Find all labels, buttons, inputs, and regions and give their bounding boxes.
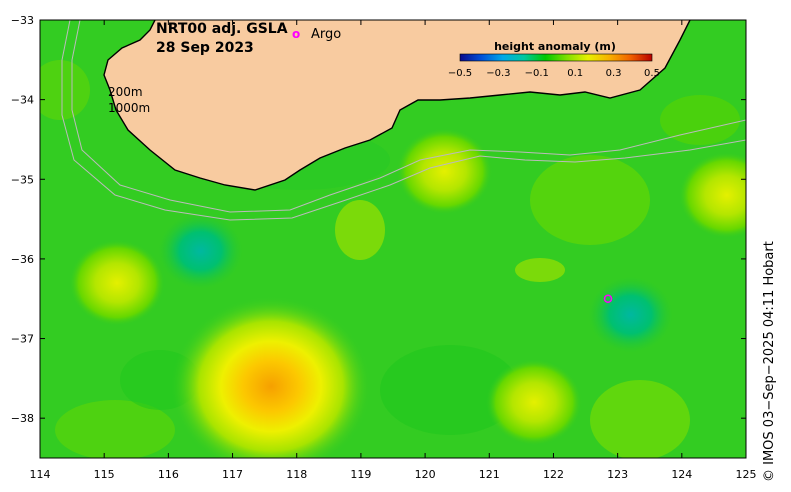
x-tick-label: 114: [30, 468, 51, 481]
isobath-1000m-label: 1000m: [108, 101, 150, 115]
y-tick-label: −38: [11, 412, 34, 425]
x-tick-label: 124: [671, 468, 692, 481]
colorbar: height anomaly (m) −0.5 −0.3 −0.1 0.1 0.3 0.5: [448, 40, 660, 79]
y-tick-label: −35: [11, 173, 34, 186]
anomaly-feature: [486, 359, 583, 446]
x-tick-label: 122: [543, 468, 564, 481]
colorbar-tick-label: −0.5: [448, 68, 472, 79]
anomaly-feature: [69, 239, 166, 326]
argo-float-marker[interactable]: [603, 294, 613, 303]
colorbar-tick-label: 0.3: [606, 68, 622, 79]
anomaly-feature: [171, 296, 372, 458]
isobath-200m: [71, 20, 746, 213]
x-tick-label: 118: [286, 468, 307, 481]
y-tick-label: −36: [11, 253, 34, 266]
anomaly-field: [40, 20, 746, 458]
x-tick-label: 123: [607, 468, 628, 481]
colorbar-tick-label: 0.1: [567, 68, 583, 79]
anomaly-feature: [678, 152, 746, 239]
colorbar-tick-label: −0.3: [486, 68, 510, 79]
anomaly-feature: [396, 128, 493, 215]
anomaly-feature: [158, 213, 243, 289]
x-tick-label: 121: [479, 468, 500, 481]
land-mass: [104, 20, 690, 190]
plot-frame: [39, 19, 747, 459]
x-tick-label: 119: [350, 468, 371, 481]
colorbar-tick-label: −0.1: [525, 68, 549, 79]
isobath-200m-label: 200m: [108, 85, 143, 99]
y-tick-label: −37: [11, 333, 34, 346]
x-tick-label: 120: [415, 468, 436, 481]
argo-legend-label: Argo: [311, 27, 341, 42]
x-axis: 114 115 116 117 118 119 120 121 122 123 124 125: [30, 20, 757, 481]
map-date: 28 Sep 2023: [156, 40, 254, 56]
y-tick-label: −34: [11, 94, 34, 107]
map-title: NRT00 adj. GSLA: [156, 21, 288, 37]
x-tick-label: 117: [222, 468, 243, 481]
colorbar-tick-label: 0.5: [644, 68, 660, 79]
anomaly-feature: [588, 276, 673, 353]
x-tick-label: 116: [158, 468, 179, 481]
x-tick-label: 125: [736, 468, 757, 481]
y-axis: −33 −34 −35 −36 −37 −38: [11, 14, 746, 425]
colorbar-title: height anomaly (m): [494, 40, 616, 53]
isobath-1000m: [61, 20, 746, 221]
colorbar-ramp: [459, 53, 653, 62]
coastline: [103, 20, 691, 191]
argo-legend-symbol: o: [292, 27, 300, 41]
x-tick-label: 115: [94, 468, 115, 481]
y-tick-label: −33: [11, 14, 34, 27]
credit-label: © IMOS 03−Sep−2025 04:11 Hobart: [762, 241, 777, 482]
